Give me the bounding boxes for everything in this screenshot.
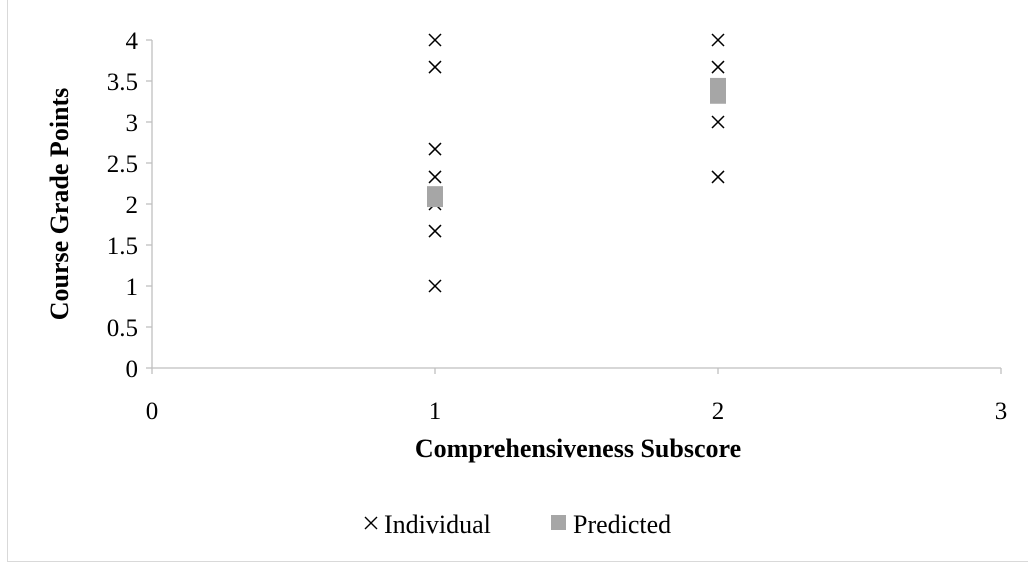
individual-point [428, 170, 442, 184]
y-tick-label: 4 [126, 28, 139, 55]
x-tick-label: 1 [429, 398, 442, 425]
individual-point [428, 33, 442, 47]
data-points [427, 33, 726, 293]
x-tick-label: 2 [712, 398, 725, 425]
y-tick-label: 1.5 [107, 233, 138, 260]
individual-point [428, 224, 442, 238]
y-tick-label: 0 [126, 356, 139, 383]
individual-point [711, 60, 725, 74]
axes [151, 40, 1001, 369]
predicted-point [710, 77, 726, 94]
y-tick-label: 1 [126, 274, 139, 301]
x-tick-label: 3 [995, 398, 1008, 425]
individual-point [711, 115, 725, 129]
individual-point [428, 142, 442, 156]
y-axis-title: Course Grade Points [45, 88, 74, 321]
legend-label-predicted: Predicted [573, 510, 671, 539]
chart-frame [7, 0, 1028, 562]
legend-x-marker [364, 516, 378, 530]
individual-point [711, 170, 725, 184]
y-tick-label: 0.5 [107, 315, 138, 342]
legend-item-individual: Individual [364, 510, 491, 539]
individual-point [711, 33, 725, 47]
legend-square-marker [551, 515, 566, 530]
legend-item-predicted: Predicted [551, 510, 671, 539]
x-tick-label: 0 [146, 398, 159, 425]
ticks: 0 0.5 1 1.5 2 2.5 3 3.5 4 0 1 2 3 [107, 28, 1008, 425]
y-tick-label: 2.5 [107, 151, 138, 178]
legend: Individual Predicted [364, 510, 671, 539]
y-tick-label: 3.5 [107, 69, 138, 96]
individual-point [428, 279, 442, 293]
individual-point [428, 60, 442, 74]
y-tick-label: 2 [126, 192, 139, 219]
y-tick-label: 3 [126, 110, 139, 137]
legend-label-individual: Individual [384, 510, 491, 539]
predicted-point [427, 186, 443, 203]
x-axis-title: Comprehensiveness Subscore [415, 434, 741, 463]
